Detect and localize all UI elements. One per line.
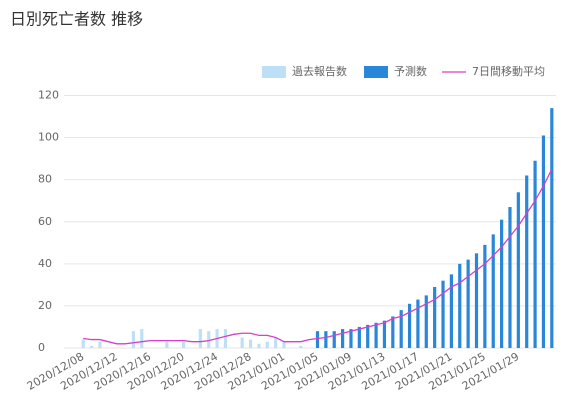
bar [474, 253, 479, 348]
bar [550, 108, 554, 348]
legend-label: 7日間移動平均 [472, 64, 545, 78]
line [83, 168, 553, 345]
bar [274, 337, 278, 348]
bar [374, 322, 378, 348]
bar [491, 234, 495, 348]
legend-label: 予測数 [394, 64, 427, 78]
bar [140, 329, 144, 348]
bar [516, 192, 520, 348]
y-tick-label: 120 [38, 89, 59, 102]
bar [248, 339, 253, 348]
bar [265, 341, 269, 348]
bar [382, 320, 387, 348]
bar [131, 331, 135, 348]
bar [240, 337, 244, 348]
bar [324, 331, 328, 348]
bar [441, 280, 445, 348]
bar [366, 324, 370, 348]
bar [508, 207, 512, 348]
bar [207, 331, 211, 348]
bar [182, 341, 186, 348]
bar [282, 341, 286, 348]
bar [98, 341, 102, 348]
bar [433, 286, 437, 348]
bar [541, 135, 546, 348]
bar [416, 299, 420, 348]
legend-swatch [262, 66, 286, 78]
y-tick-label: 80 [38, 173, 52, 186]
bar [299, 345, 303, 348]
bar [407, 303, 412, 348]
bar [198, 329, 202, 348]
bar [332, 331, 336, 348]
bar [466, 259, 470, 348]
bar [525, 175, 529, 348]
chart-title: 日別死亡者数 推移 [10, 10, 143, 29]
bar [341, 329, 345, 348]
bar [458, 263, 462, 348]
legend-label: 過去報告数 [292, 65, 347, 78]
bar [349, 329, 353, 348]
bar [449, 274, 453, 348]
bar [483, 244, 487, 348]
y-tick-label: 20 [38, 299, 52, 312]
y-tick-label: 100 [38, 131, 59, 144]
bar [399, 310, 403, 348]
bar [165, 341, 169, 348]
bar [424, 295, 428, 348]
y-tick-label: 60 [38, 215, 52, 228]
bar [81, 339, 85, 348]
bar [223, 329, 228, 348]
bar [315, 331, 320, 348]
bar [533, 160, 537, 348]
y-tick-label: 40 [38, 257, 52, 270]
bar [89, 345, 94, 348]
bar [391, 316, 395, 348]
bar [500, 219, 504, 348]
bar [257, 343, 261, 348]
y-tick-label: 0 [38, 341, 45, 354]
bar [357, 326, 361, 348]
legend-swatch [364, 66, 388, 78]
